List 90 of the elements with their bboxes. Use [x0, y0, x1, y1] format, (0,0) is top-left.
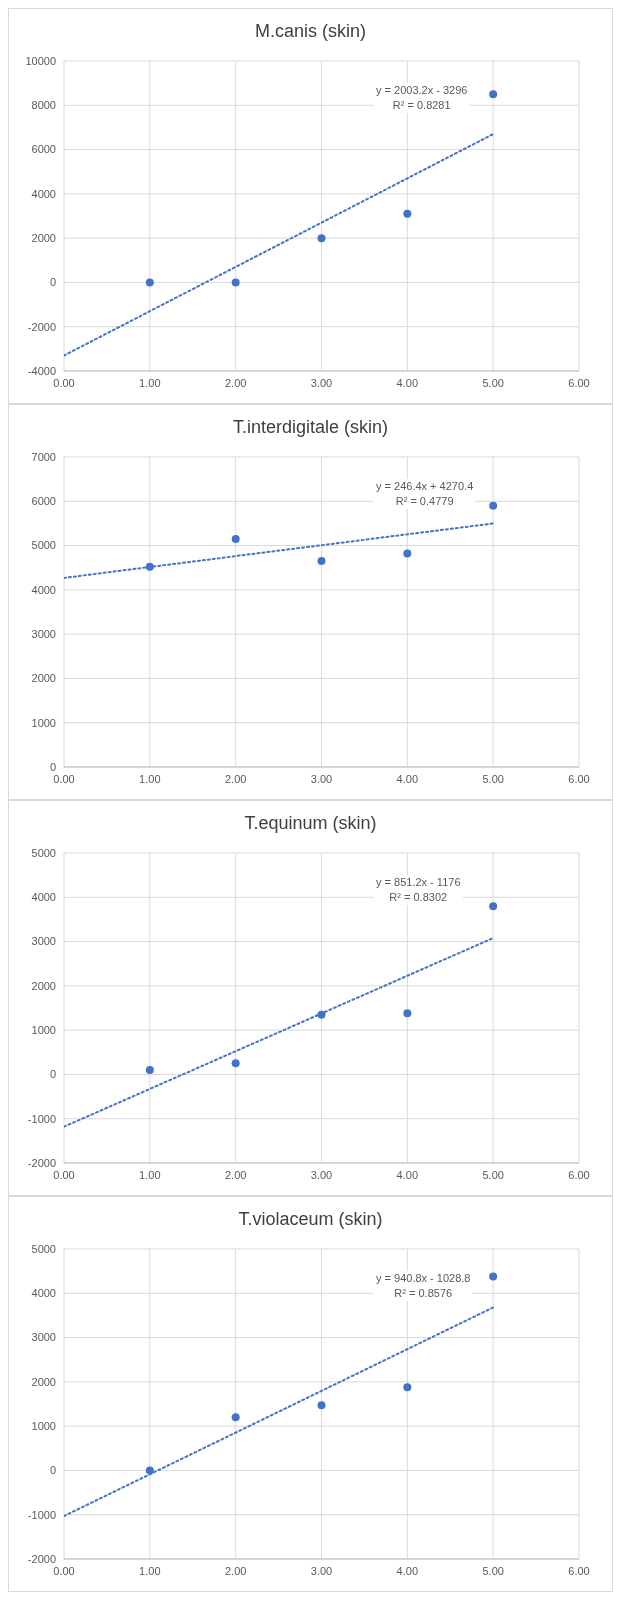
x-tick-label: 0.00	[53, 1564, 75, 1577]
point	[231, 534, 240, 543]
annotation: R² = 0.8281	[391, 98, 452, 113]
point	[145, 1066, 154, 1074]
x-tick-label: 2.00	[224, 1168, 247, 1181]
x-tick-label: 4.00	[396, 1564, 419, 1577]
y-tick-label: 1000	[31, 1420, 56, 1433]
x-tick-label: 4.00	[396, 376, 419, 389]
x-tick-label: 2.00	[224, 772, 247, 785]
x-tick-label: 6.00	[568, 376, 590, 389]
y-tick-label: 8000	[31, 99, 56, 112]
y-tick-label: 0	[49, 760, 56, 773]
y-tick-label: 0	[49, 1464, 56, 1477]
point	[231, 278, 240, 287]
point	[145, 1466, 154, 1475]
x-tick-label: 3.00	[310, 376, 333, 389]
y-tick-label: 3000	[31, 628, 56, 641]
chart-title: T.equinum (skin)	[243, 812, 378, 835]
x-tick-label: 1.00	[139, 1168, 161, 1181]
annotation: R² = 0.8302	[388, 890, 449, 905]
x-tick-label: 2.00	[224, 1564, 247, 1577]
point	[403, 1009, 412, 1018]
x-tick-label: 1.00	[139, 772, 161, 785]
y-tick-label: 5000	[31, 846, 56, 859]
annotation: R² = 0.4779	[394, 494, 455, 509]
y-tick-label: -1000	[27, 1508, 56, 1521]
chart-title: T.interdigitale (skin)	[231, 416, 390, 439]
x-tick-label: 5.00	[482, 772, 504, 785]
x-tick-label: 6.00	[568, 772, 590, 785]
point	[489, 1272, 498, 1281]
point	[231, 1413, 240, 1422]
y-tick-label: 1000	[31, 716, 56, 729]
y-tick-label: 10000	[25, 54, 56, 67]
point	[231, 1059, 240, 1068]
point	[317, 557, 326, 566]
x-tick-label: 5.00	[482, 376, 504, 389]
x-tick-label: 3.00	[310, 1168, 333, 1181]
x-tick-label: 4.00	[396, 772, 419, 785]
x-tick-label: 5.00	[482, 1564, 504, 1577]
y-tick-label: -1000	[27, 1112, 56, 1125]
x-tick-label: 0.00	[53, 376, 75, 389]
point	[489, 902, 498, 911]
x-tick-label: 6.00	[568, 1564, 590, 1577]
y-tick-label: 5000	[31, 539, 56, 552]
chart-title: M.canis (skin)	[254, 20, 367, 43]
y-tick-label: 2000	[31, 1375, 56, 1388]
point	[489, 90, 498, 99]
y-tick-label: -2000	[27, 320, 56, 333]
x-tick-label: 5.00	[482, 1168, 504, 1181]
x-tick-label: 1.00	[139, 1564, 161, 1577]
x-tick-label: 3.00	[310, 1564, 333, 1577]
point	[489, 501, 498, 510]
x-tick-label: 2.00	[224, 376, 247, 389]
y-tick-label: 2000	[31, 672, 56, 685]
chart-title: T.violaceum (skin)	[237, 1208, 384, 1231]
y-tick-label: 4000	[31, 187, 56, 200]
y-tick-label: 3000	[31, 1331, 56, 1344]
point	[317, 234, 326, 243]
x-tick-label: 3.00	[310, 772, 333, 785]
point	[403, 209, 412, 218]
y-tick-label: 7000	[31, 450, 56, 463]
x-tick-label: 1.00	[139, 376, 161, 389]
point	[403, 549, 412, 558]
point	[145, 278, 154, 287]
y-tick-label: 2000	[31, 232, 56, 245]
y-tick-label: 0	[49, 1068, 56, 1081]
y-tick-label: 5000	[31, 1242, 56, 1255]
y-tick-label: 3000	[31, 935, 56, 948]
x-tick-label: 0.00	[53, 772, 75, 785]
x-tick-label: 6.00	[568, 1168, 590, 1181]
y-tick-label: -2000	[27, 1156, 56, 1169]
y-tick-label: 6000	[31, 143, 56, 156]
point	[317, 1401, 326, 1410]
y-tick-label: 4000	[31, 891, 56, 904]
annotation: y = 246.4x + 4270.4	[376, 479, 474, 494]
x-tick-label: 4.00	[396, 1168, 419, 1181]
y-tick-label: 2000	[31, 979, 56, 992]
y-tick-label: 1000	[31, 1024, 56, 1037]
annotation: y = 2003.2x - 3296	[376, 83, 468, 98]
annotation: y = 940.8x - 1028.8	[376, 1271, 471, 1286]
x-tick-label: 0.00	[53, 1168, 75, 1181]
y-tick-label: 0	[49, 276, 56, 289]
y-tick-label: -2000	[27, 1552, 56, 1565]
y-tick-label: 6000	[31, 495, 56, 508]
y-tick-label: 4000	[31, 583, 56, 596]
y-tick-label: -4000	[27, 364, 56, 377]
annotation: y = 851.2x - 1176	[376, 875, 461, 890]
y-tick-label: 4000	[31, 1287, 56, 1300]
annotation: R² = 0.8576	[393, 1286, 454, 1301]
point	[403, 1383, 412, 1392]
